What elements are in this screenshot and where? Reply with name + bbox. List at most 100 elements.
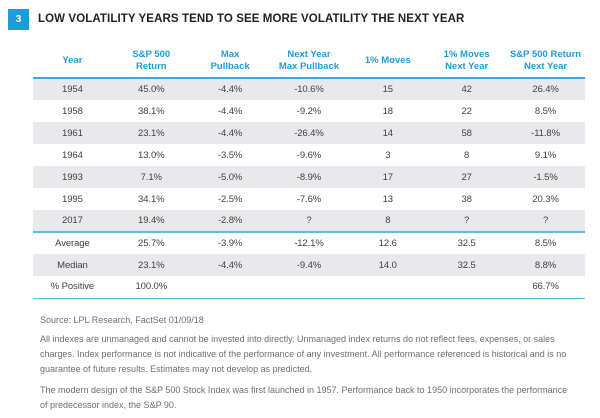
table-cell: 34.1% — [138, 193, 165, 205]
table-row: 1964 13.0% -3.5% -9.6% 3 8 9.1% — [33, 144, 585, 166]
table-cell: 8.5% — [534, 238, 557, 249]
table-cell: 42 — [461, 84, 472, 95]
column-header-max-pullback: Max Pullback — [190, 45, 270, 79]
summary-row-median: Median 23.1% -4.4% -9.4% 14.0 32.5 8.8% — [33, 254, 585, 276]
table-cell: 23.1% — [138, 259, 165, 271]
table-cell: 13.0% — [138, 149, 165, 161]
summary-row-pct-positive: % Positive 100.0% 66.7% — [33, 276, 585, 298]
table-cell: 15 — [382, 84, 393, 95]
column-header-sp500-return-next-year: S&P 500 Return Next Year — [506, 45, 585, 79]
column-header-sp500-return: S&P 500 Return — [111, 45, 191, 79]
summary-row-average: Average 25.7% -3.9% -12.1% 12.6 32.5 8.5… — [33, 232, 585, 254]
table-cell: 1961 — [62, 127, 83, 139]
table-row: 1954 45.0% -4.4% -10.6% 15 42 26.4% — [33, 78, 585, 100]
table-cell: ? — [464, 215, 470, 226]
table-cell: 38 — [461, 193, 472, 205]
table-cell: 2017 — [62, 215, 83, 226]
table-cell: -11.8% — [531, 127, 560, 139]
table-cell: 58 — [461, 127, 472, 139]
table-cell: 45.0% — [138, 84, 165, 95]
table-cell: 1954 — [62, 84, 83, 95]
table-row: 1961 23.1% -4.4% -26.4% 14 58 -11.8% — [33, 122, 585, 144]
table-cell: 100.0% — [135, 281, 168, 293]
disclaimer-text-1: All indexes are unmanaged and cannot be … — [40, 333, 567, 374]
table-cell: -4.4% — [217, 127, 243, 139]
table-cell — [191, 276, 270, 298]
table-cell: -8.9% — [296, 171, 322, 183]
table-cell: 14.0 — [378, 259, 397, 271]
table-cell: 8 — [385, 215, 391, 226]
table-cell: 8.5% — [534, 105, 557, 117]
table-cell: 23.1% — [138, 127, 165, 139]
source-note: Source: LPL Research, FactSet 01/09/18 — [40, 314, 204, 325]
column-header-1pct-moves: 1% Moves — [348, 45, 428, 79]
table-cell: 19.4% — [138, 215, 165, 226]
table-cell: -4.4% — [217, 84, 243, 95]
table-cell: 14 — [382, 127, 393, 139]
table-cell: 22 — [461, 105, 472, 117]
disclaimer-text-2: The modern design of the S&P 500 Stock I… — [40, 384, 568, 410]
table-cell: 17 — [382, 171, 393, 183]
table-summary: Average 25.7% -3.9% -12.1% 12.6 32.5 8.5… — [33, 232, 585, 298]
table-cell: -26.4% — [294, 127, 324, 139]
table-cell: 1964 — [62, 149, 83, 161]
table-cell: -9.2% — [296, 105, 322, 117]
table-cell: 1958 — [62, 105, 83, 117]
table-body: 1954 45.0% -4.4% -10.6% 15 42 26.4% 1958… — [33, 78, 585, 232]
table-cell: Median — [57, 259, 88, 271]
table-cell: ? — [542, 215, 549, 226]
figure-number-badge: 3 — [8, 8, 29, 30]
table-cell: -7.6% — [296, 193, 322, 205]
table-cell: -10.6% — [294, 84, 324, 95]
table-row: 1995 34.1% -2.5% -7.6% 13 38 20.3% — [33, 188, 585, 210]
table-cell: 12.6 — [378, 238, 397, 249]
page-title: LOW VOLATILITY YEARS TEND TO SEE MORE VO… — [38, 13, 465, 25]
table-row: 1958 38.1% -4.4% -9.2% 18 22 8.5% — [33, 100, 585, 122]
table-cell: -2.8% — [217, 215, 243, 226]
table-cell: 27 — [461, 171, 472, 183]
column-header-year: Year — [33, 45, 112, 79]
table-cell: % Positive — [50, 281, 95, 293]
table-cell: 9.1% — [534, 149, 557, 161]
table-cell: 25.7% — [138, 238, 165, 249]
table-cell: 13 — [382, 193, 393, 205]
table-cell: -12.1% — [294, 238, 324, 249]
table-cell: 1993 — [62, 171, 83, 183]
column-header-next-year-max-pullback: Next Year Max Pullback — [269, 45, 349, 79]
volatility-table: Year S&P 500 Return Max Pullback Next Ye… — [33, 45, 585, 299]
table-cell: -4.4% — [217, 259, 243, 271]
table-header: Year S&P 500 Return Max Pullback Next Ye… — [33, 45, 585, 79]
table-cell: ? — [306, 215, 312, 226]
table-cell: -5.0% — [217, 171, 243, 183]
table-cell: -1.5% — [533, 171, 558, 183]
table-cell: 66.7% — [532, 281, 559, 293]
table-cell: 26.4% — [532, 84, 559, 95]
column-header-1pct-moves-next-year: 1% Moves Next Year — [427, 45, 507, 79]
table-cell — [348, 276, 427, 298]
table-cell: 7.1% — [140, 171, 162, 183]
table-cell: -2.5% — [217, 193, 243, 205]
table-cell: -3.9% — [217, 238, 243, 249]
table-cell: 18 — [382, 105, 393, 117]
table-cell: 32.5 — [457, 259, 476, 271]
table-cell — [427, 276, 506, 298]
table-cell: 3 — [385, 149, 391, 161]
footer: Source: LPL Research, FactSet 01/09/18 A… — [40, 315, 575, 414]
table-cell: 1995 — [62, 193, 83, 205]
table-row: 1993 7.1% -5.0% -8.9% 17 27 -1.5% — [33, 166, 585, 188]
table-cell: 8.8% — [534, 259, 557, 271]
table-cell: 20.3% — [532, 193, 559, 205]
table-cell — [270, 276, 349, 298]
table-row: 2017 19.4% -2.8% ? 8 ? ? — [33, 210, 585, 232]
table-cell: -9.6% — [296, 149, 322, 161]
table-cell: -4.4% — [217, 105, 243, 117]
table-header-row: Year S&P 500 Return Max Pullback Next Ye… — [33, 45, 585, 79]
title-bar: 3 LOW VOLATILITY YEARS TEND TO SEE MORE … — [0, 0, 600, 30]
table-cell: 32.5 — [457, 238, 476, 249]
table-cell: 8 — [464, 149, 470, 161]
table-cell: 38.1% — [138, 105, 165, 117]
table-cell: -9.4% — [296, 259, 322, 271]
table-cell: Average — [55, 238, 90, 249]
table-cell: -3.5% — [217, 149, 243, 161]
